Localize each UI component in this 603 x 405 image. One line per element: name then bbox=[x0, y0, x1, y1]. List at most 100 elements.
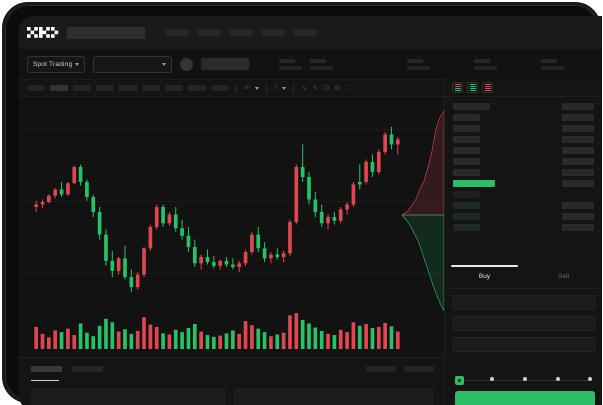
trade-side-tabs: Buy Sell bbox=[445, 265, 602, 289]
orders-action-2[interactable] bbox=[404, 366, 434, 372]
orders-action-1[interactable] bbox=[366, 366, 396, 372]
slider-handle[interactable] bbox=[455, 375, 464, 385]
ticker-stat-2 bbox=[310, 58, 334, 70]
last-price-highlight bbox=[453, 180, 495, 187]
tab-sell-label: Sell bbox=[558, 273, 569, 280]
interval-chip-5[interactable] bbox=[119, 85, 137, 91]
orders-actions bbox=[366, 366, 434, 372]
volume-series bbox=[34, 313, 400, 349]
orderbook-price bbox=[453, 114, 480, 121]
price-field[interactable] bbox=[453, 295, 595, 310]
pencil-icon[interactable]: ✎ bbox=[312, 84, 319, 92]
indicator-label[interactable]: ıllı bbox=[244, 85, 251, 91]
pair-selector[interactable] bbox=[93, 55, 173, 73]
okx-logo-icon[interactable] bbox=[27, 27, 59, 38]
price-chart[interactable] bbox=[19, 97, 444, 357]
table-row[interactable] bbox=[445, 202, 602, 209]
table-row[interactable] bbox=[445, 191, 602, 198]
ticker-stat-label bbox=[541, 58, 558, 63]
charttype-label[interactable]: ıl bbox=[274, 85, 278, 91]
wave-icon[interactable]: ∿ bbox=[301, 84, 308, 92]
table-row[interactable] bbox=[445, 169, 602, 176]
interval-chip-8[interactable] bbox=[188, 85, 206, 91]
interval-chip-3[interactable] bbox=[73, 85, 91, 91]
device-screen: Spot Trading bbox=[19, 16, 602, 405]
last-price bbox=[201, 58, 250, 70]
nav-item-1[interactable] bbox=[165, 29, 189, 36]
orders-cards bbox=[31, 388, 434, 405]
orders-panel bbox=[19, 357, 444, 405]
orderbook-both-icon[interactable] bbox=[452, 82, 463, 93]
orderbook-amount bbox=[562, 125, 594, 132]
orders-card-2[interactable] bbox=[234, 388, 434, 405]
panel-spacer bbox=[445, 257, 602, 265]
orderbook-price bbox=[453, 191, 480, 198]
orderbook-amount bbox=[562, 136, 594, 143]
interval-chip-2[interactable] bbox=[50, 85, 68, 91]
ticker-stat-value bbox=[541, 65, 565, 70]
table-row[interactable] bbox=[445, 158, 602, 165]
fullscreen-icon[interactable]: ⛶ bbox=[345, 84, 351, 92]
ticker-stat-3 bbox=[407, 58, 431, 70]
table-row[interactable] bbox=[445, 125, 602, 132]
tab-sell[interactable]: Sell bbox=[524, 265, 602, 288]
orderbook-asks-icon[interactable] bbox=[482, 82, 493, 93]
last-price-amount bbox=[562, 180, 594, 187]
ticker-bar: Spot Trading bbox=[19, 49, 602, 79]
table-row[interactable] bbox=[445, 224, 602, 231]
orderbook-amount bbox=[562, 158, 594, 165]
ticker-stat-value bbox=[474, 65, 498, 70]
chevron-down-icon bbox=[75, 62, 80, 66]
orderbook-last-price-row[interactable] bbox=[445, 180, 602, 187]
ticker-stat-5 bbox=[541, 58, 565, 70]
slider-stop-100[interactable] bbox=[588, 377, 592, 381]
percent-slider[interactable] bbox=[455, 375, 595, 385]
orderbook-price bbox=[453, 224, 480, 231]
table-row[interactable] bbox=[445, 213, 602, 220]
search-input[interactable] bbox=[67, 26, 145, 39]
depth-chart-overlay bbox=[402, 111, 444, 311]
orderbook-header bbox=[445, 79, 602, 97]
slider-stop-25[interactable] bbox=[490, 377, 494, 381]
settings-icon[interactable]: ⚙ bbox=[333, 84, 341, 92]
ticker-stat-4 bbox=[474, 58, 498, 70]
nav-item-4[interactable] bbox=[261, 29, 285, 36]
tab-buy[interactable]: Buy bbox=[445, 265, 524, 288]
orderbook-column-header bbox=[445, 103, 602, 110]
interval-chip-4[interactable] bbox=[96, 85, 114, 91]
interval-chip-9[interactable] bbox=[211, 85, 229, 91]
submit-buy-button[interactable] bbox=[455, 391, 595, 405]
ticker-stat-label bbox=[279, 58, 296, 63]
chevron-down-icon bbox=[162, 62, 167, 66]
slider-stop-50[interactable] bbox=[523, 377, 527, 381]
tab-order-history[interactable] bbox=[72, 366, 103, 372]
ticker-stat-value bbox=[310, 65, 334, 70]
orders-card-1[interactable] bbox=[31, 388, 226, 405]
trading-mode-selector[interactable]: Spot Trading bbox=[27, 55, 86, 73]
ticker-stat-value bbox=[279, 65, 303, 70]
chevron-down-icon[interactable] bbox=[255, 86, 260, 90]
slider-stop-75[interactable] bbox=[556, 377, 560, 381]
orderbook-bids-icon[interactable] bbox=[467, 82, 478, 93]
orderbook-amount bbox=[562, 224, 594, 231]
nav-item-2[interactable] bbox=[197, 29, 221, 36]
orderbook-amount bbox=[562, 114, 594, 121]
nav-item-3[interactable] bbox=[229, 29, 253, 36]
table-row[interactable] bbox=[445, 136, 602, 143]
candlestick-series bbox=[34, 126, 400, 293]
orderbook-price bbox=[453, 136, 480, 143]
total-field[interactable] bbox=[453, 337, 595, 352]
table-row[interactable] bbox=[445, 114, 602, 121]
interval-chip-1[interactable] bbox=[27, 85, 45, 91]
orderbook-price bbox=[453, 213, 480, 220]
tab-open-orders[interactable] bbox=[31, 366, 62, 372]
chevron-down-icon[interactable] bbox=[282, 86, 287, 90]
interval-chip-6[interactable] bbox=[142, 85, 160, 91]
amount-field[interactable] bbox=[453, 316, 595, 331]
toolbar-divider bbox=[293, 83, 295, 93]
interval-chip-7[interactable] bbox=[165, 85, 183, 91]
nav-item-5[interactable] bbox=[293, 29, 317, 36]
camera-icon[interactable]: ⊡ bbox=[323, 84, 329, 92]
table-row[interactable] bbox=[445, 147, 602, 154]
